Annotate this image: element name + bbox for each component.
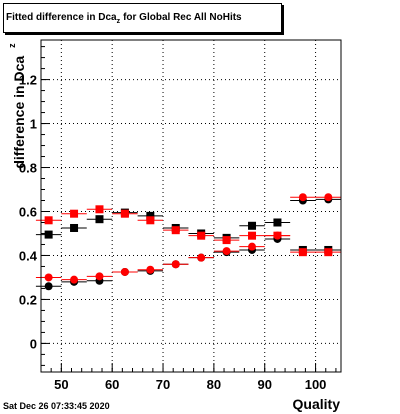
data-point-circle bbox=[273, 231, 282, 240]
data-point-square bbox=[197, 231, 206, 240]
data-point-square bbox=[324, 248, 333, 257]
data-point-circle bbox=[44, 273, 53, 282]
y-tick-label: 0.4 bbox=[19, 248, 38, 263]
x-tick-label: 70 bbox=[156, 377, 170, 392]
data-point-square bbox=[248, 221, 257, 230]
title-suffix: for Global Rec All NoHits bbox=[123, 12, 242, 23]
title-subscript: z bbox=[116, 18, 121, 25]
data-point-square bbox=[222, 236, 231, 245]
data-point-square bbox=[44, 230, 53, 239]
data-point-circle bbox=[146, 265, 155, 274]
data-point-circle bbox=[44, 282, 53, 291]
plot-background bbox=[41, 40, 341, 372]
y-tick-label: 0 bbox=[30, 336, 37, 351]
data-point-square bbox=[44, 216, 53, 225]
x-tick-label: 80 bbox=[207, 377, 221, 392]
data-point-square bbox=[120, 209, 129, 218]
data-point-circle bbox=[248, 242, 257, 251]
plot-title-box: Fitted difference in Dcaz for Global Rec … bbox=[3, 3, 282, 33]
x-axis-label: Quality bbox=[292, 396, 340, 412]
data-point-square bbox=[70, 223, 79, 232]
data-point-circle bbox=[222, 247, 231, 256]
y-tick-label: 1.2 bbox=[19, 73, 37, 88]
x-tick-label: 100 bbox=[305, 377, 327, 392]
data-point-square bbox=[146, 216, 155, 225]
title-prefix: Fitted difference in Dca bbox=[6, 12, 117, 23]
data-point-square bbox=[171, 226, 180, 235]
data-point-circle bbox=[171, 260, 180, 269]
data-point-square bbox=[70, 209, 79, 218]
y-tick-label: 1 bbox=[30, 117, 37, 132]
data-point-square bbox=[146, 211, 155, 220]
data-point-square bbox=[298, 248, 307, 257]
y-tick-label: 0.6 bbox=[19, 204, 37, 219]
data-point-circle bbox=[197, 253, 206, 262]
data-point-circle bbox=[324, 193, 333, 202]
y-tick-label: 0.8 bbox=[19, 161, 37, 176]
data-point-circle bbox=[70, 275, 79, 284]
data-point-circle bbox=[95, 272, 104, 281]
x-tick-label: 60 bbox=[105, 377, 119, 392]
data-point-square bbox=[273, 218, 282, 227]
plot-title: Fitted difference in Dcaz for Global Rec … bbox=[6, 12, 242, 25]
date-stamp: Sat Dec 26 07:33:45 2020 bbox=[3, 401, 110, 411]
x-tick-label: 50 bbox=[54, 377, 68, 392]
data-point-square bbox=[95, 205, 104, 214]
data-point-circle bbox=[298, 193, 307, 202]
plot-frame bbox=[40, 39, 342, 373]
y-tick-label: 0.2 bbox=[19, 292, 37, 307]
x-tick-label: 90 bbox=[257, 377, 271, 392]
data-point-circle bbox=[120, 267, 129, 276]
data-point-square bbox=[95, 215, 104, 224]
data-point-square bbox=[248, 231, 257, 240]
